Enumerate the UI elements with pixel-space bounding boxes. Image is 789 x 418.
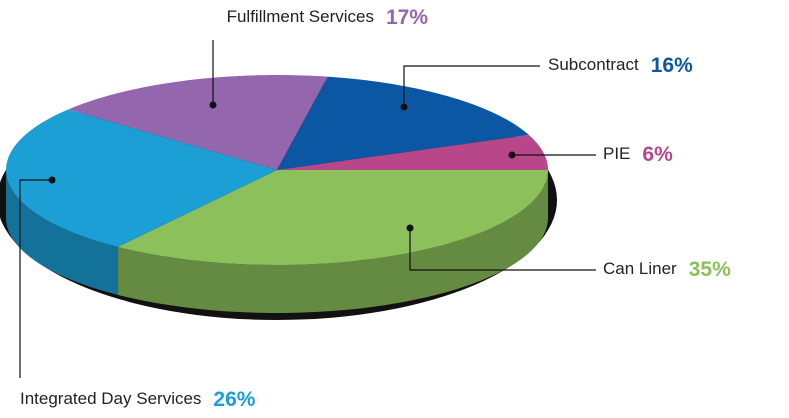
category-name: Subcontract	[548, 55, 639, 74]
pie-slice	[117, 170, 548, 265]
percent-label: 16%	[651, 54, 693, 77]
category-name: Integrated Day Services	[20, 389, 201, 408]
pie-slice	[68, 75, 328, 170]
percent-label: 26%	[213, 388, 255, 411]
pie-slice	[6, 109, 277, 247]
pie-slice	[277, 135, 548, 170]
slice-label: Subcontract 16%	[548, 54, 693, 77]
category-name: Fulfillment Services	[227, 7, 374, 26]
category-name: Can Liner	[603, 259, 677, 278]
leader-line	[409, 228, 596, 271]
category-name: PIE	[603, 144, 630, 163]
leader-line	[19, 179, 52, 378]
percent-label: 35%	[689, 258, 731, 281]
percent-label: 17%	[386, 6, 428, 29]
slice-label: Integrated Day Services 26%	[20, 388, 256, 411]
pie-slice	[277, 76, 529, 170]
percent-label: 6%	[642, 143, 673, 166]
leader-line	[403, 65, 540, 107]
slice-label: Can Liner 35%	[603, 258, 731, 281]
slice-label: PIE 6%	[603, 143, 673, 166]
pie-side	[6, 170, 118, 295]
pie-side	[117, 170, 548, 313]
slice-label: Fulfillment Services 17%	[227, 6, 429, 29]
